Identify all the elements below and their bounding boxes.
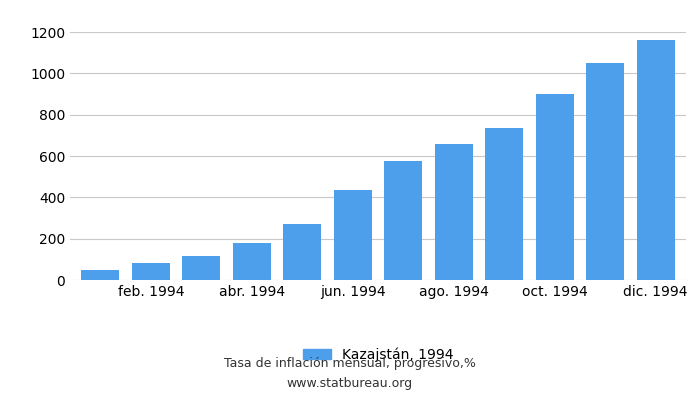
Bar	[587, 64, 624, 280]
Bar	[637, 40, 675, 280]
Bar	[384, 160, 422, 280]
Bar	[435, 144, 472, 280]
Bar	[485, 128, 523, 280]
Bar	[284, 224, 321, 280]
Bar	[81, 270, 119, 280]
Bar	[132, 264, 169, 280]
Text: www.statbureau.org: www.statbureau.org	[287, 378, 413, 390]
Bar	[334, 190, 372, 280]
Bar	[233, 243, 271, 280]
Legend: Kazajstán, 1994: Kazajstán, 1994	[298, 342, 458, 367]
Text: Tasa de inflación mensual, progresivo,%: Tasa de inflación mensual, progresivo,%	[224, 358, 476, 370]
Bar	[536, 94, 574, 280]
Bar	[182, 256, 220, 280]
